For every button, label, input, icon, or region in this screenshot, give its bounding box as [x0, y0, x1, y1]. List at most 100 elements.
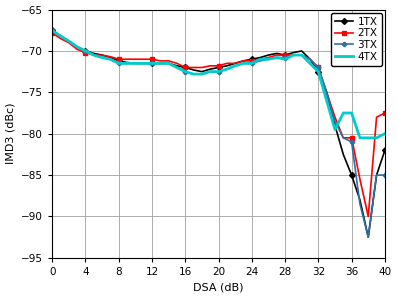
- 3TX: [333, 119, 337, 123]
- 1TX: [150, 62, 154, 65]
- 3TX: [316, 66, 321, 69]
- 4TX: [133, 62, 138, 65]
- 4TX: [258, 58, 262, 61]
- 1TX: [274, 52, 279, 55]
- 2TX: [158, 59, 163, 63]
- 2TX: [341, 136, 346, 140]
- 2TX: [258, 58, 262, 61]
- 3TX: [341, 136, 346, 140]
- 4TX: [166, 62, 171, 65]
- 2TX: [374, 115, 379, 119]
- 2TX: [108, 55, 113, 58]
- 3TX: [108, 58, 113, 61]
- 4TX: [299, 53, 304, 57]
- 4TX: [141, 62, 146, 65]
- 1TX: [299, 49, 304, 53]
- 1TX: [50, 29, 54, 32]
- X-axis label: DSA (dB): DSA (dB): [193, 283, 244, 292]
- 2TX: [249, 59, 254, 63]
- 4TX: [125, 62, 129, 65]
- 1TX: [75, 45, 79, 49]
- 2TX: [216, 64, 221, 68]
- 2TX: [141, 58, 146, 61]
- 4TX: [175, 66, 179, 69]
- 1TX: [266, 53, 271, 57]
- 4TX: [266, 58, 271, 61]
- 2TX: [83, 51, 88, 54]
- 2TX: [316, 66, 321, 69]
- 3TX: [141, 62, 146, 65]
- 4TX: [374, 136, 379, 140]
- 2TX: [382, 111, 387, 115]
- 1TX: [249, 58, 254, 61]
- 2TX: [58, 37, 63, 40]
- 2TX: [241, 59, 246, 63]
- 4TX: [116, 62, 121, 65]
- 4TX: [216, 70, 221, 73]
- 4TX: [316, 70, 321, 73]
- 3TX: [216, 70, 221, 73]
- 3TX: [249, 62, 254, 65]
- 1TX: [283, 53, 287, 57]
- 3TX: [75, 45, 79, 49]
- 2TX: [358, 177, 362, 181]
- 4TX: [283, 58, 287, 61]
- 2TX: [308, 58, 312, 61]
- 4TX: [224, 67, 229, 71]
- 3TX: [374, 173, 379, 177]
- 1TX: [58, 34, 63, 38]
- 2TX: [283, 53, 287, 57]
- 2TX: [266, 56, 271, 59]
- 4TX: [382, 132, 387, 136]
- 2TX: [91, 53, 96, 57]
- 2TX: [274, 53, 279, 57]
- 1TX: [233, 62, 237, 65]
- 3TX: [224, 67, 229, 71]
- 4TX: [324, 99, 329, 103]
- 1TX: [349, 173, 354, 177]
- 3TX: [366, 235, 371, 239]
- 2TX: [133, 58, 138, 61]
- 1TX: [199, 70, 204, 73]
- 2TX: [116, 58, 121, 61]
- 4TX: [358, 136, 362, 140]
- 3TX: [116, 62, 121, 65]
- 1TX: [324, 91, 329, 94]
- 3TX: [50, 29, 54, 32]
- 4TX: [349, 111, 354, 115]
- 4TX: [191, 72, 196, 76]
- 2TX: [366, 215, 371, 218]
- 4TX: [91, 53, 96, 57]
- 1TX: [108, 56, 113, 59]
- 2TX: [166, 59, 171, 63]
- 3TX: [266, 58, 271, 61]
- 1TX: [224, 64, 229, 68]
- 2TX: [150, 58, 154, 61]
- 2TX: [175, 62, 179, 65]
- 3TX: [382, 173, 387, 177]
- 1TX: [141, 62, 146, 65]
- 3TX: [358, 202, 362, 206]
- 2TX: [233, 62, 237, 65]
- 4TX: [308, 62, 312, 65]
- 4TX: [183, 70, 188, 73]
- 1TX: [216, 66, 221, 69]
- 1TX: [83, 49, 88, 53]
- 2TX: [191, 66, 196, 69]
- 4TX: [100, 56, 104, 59]
- 3TX: [299, 53, 304, 57]
- 2TX: [125, 58, 129, 61]
- 4TX: [208, 70, 212, 73]
- 1TX: [208, 67, 212, 71]
- Line: 3TX: 3TX: [50, 28, 387, 239]
- 4TX: [333, 128, 337, 131]
- 4TX: [274, 56, 279, 59]
- 1TX: [166, 62, 171, 65]
- 1TX: [291, 51, 296, 54]
- 4TX: [58, 34, 63, 38]
- 1TX: [125, 61, 129, 64]
- 2TX: [324, 91, 329, 94]
- 3TX: [233, 64, 237, 68]
- 3TX: [283, 56, 287, 59]
- 1TX: [374, 173, 379, 177]
